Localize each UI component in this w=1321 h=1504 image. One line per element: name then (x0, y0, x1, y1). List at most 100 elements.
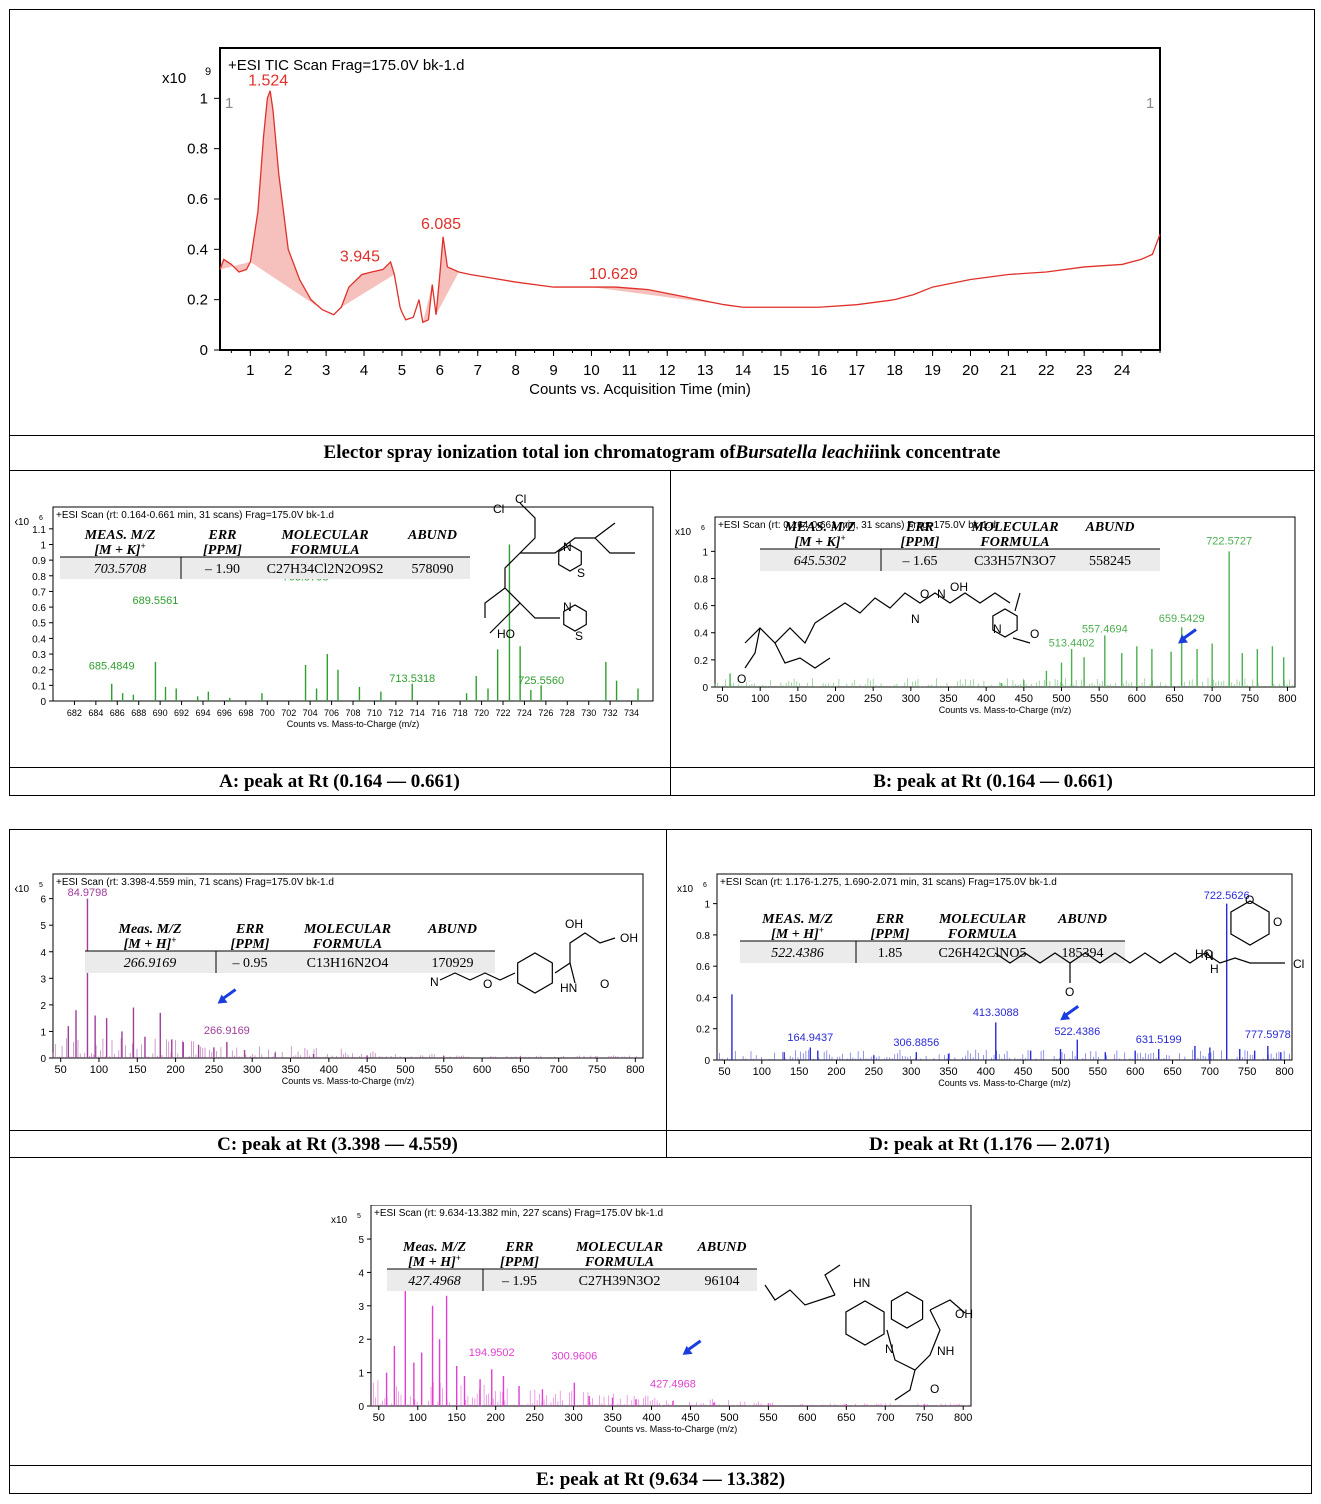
atom-label: OH (565, 917, 583, 931)
atom-label: Cl (515, 493, 526, 506)
atom-label: O (920, 587, 929, 601)
peak-label: 557.4694 (1082, 624, 1128, 636)
xtick-label: 400 (642, 1412, 660, 1424)
ytick-label: 0.6 (32, 603, 46, 614)
ytick-label: 0.9 (32, 556, 46, 567)
xtick-label: 702 (281, 708, 296, 718)
bond (519, 602, 560, 619)
atom-label: O (930, 1382, 939, 1396)
tic-peak-area (341, 261, 395, 308)
bottom-frame (9, 829, 1312, 1494)
table-header: Meas. M/Z (118, 922, 182, 937)
xtick-label: 500 (1052, 693, 1070, 705)
xtick-label: 500 (720, 1412, 738, 1424)
table-header: ABUND (407, 528, 457, 543)
atom-label: OH (950, 580, 968, 594)
table-subheader: [PPM] (203, 543, 242, 558)
xtick-label: 600 (798, 1412, 816, 1424)
tic-xtick-label: 22 (1038, 362, 1055, 379)
ytick-label: 5 (358, 1235, 364, 1246)
bond (764, 1284, 836, 1306)
table-header: MOLECULAR (970, 520, 1058, 535)
bond (484, 587, 506, 618)
xtick-label: 150 (790, 1066, 808, 1078)
spectrum-xlabel: Counts vs. Mass-to-Charge (m/z) (939, 705, 1072, 715)
xtick-label: 708 (345, 708, 360, 718)
result-table: MEAS. M/Z[M + H]+ ERR[PPM] MOLECULARFORMUL… (740, 912, 1125, 963)
xtick-label: 696 (217, 708, 232, 718)
exponent-base: x10 (15, 884, 30, 895)
result-table: Meas. M/Z[M + H]+ ERR[PPM] MOLECULARFORMUL… (85, 922, 495, 973)
xtick-label: 800 (954, 1412, 972, 1424)
table-subheader: [M + H]+ (124, 935, 177, 952)
tic-corner-left: 1 (225, 95, 233, 112)
xtick-label: 730 (581, 708, 596, 718)
molecular-structure: N O OH OH HN O (430, 917, 638, 995)
tic-xtick-label: 19 (924, 362, 941, 379)
tic-xtick-label: 5 (398, 362, 406, 379)
atom-label: O (600, 977, 609, 991)
tic-ytick-label: 0 (200, 342, 208, 359)
peak-label: 164.9437 (787, 1032, 833, 1044)
tic-xtick-label: 23 (1076, 362, 1093, 379)
xtick-label: 50 (55, 1064, 67, 1076)
ytick-label: 0.6 (696, 962, 710, 973)
table-subheader: FORMULA (979, 535, 1049, 550)
table-header: MEAS. M/Z (784, 520, 856, 535)
xtick-label: 450 (358, 1064, 376, 1076)
table-subheader: [M + K]+ (94, 541, 145, 558)
tic-xtick-label: 3 (322, 362, 330, 379)
xtick-label: 500 (396, 1064, 414, 1076)
ytick-label: 0.2 (694, 656, 708, 667)
xtick-label: 600 (1126, 1066, 1144, 1078)
spectrum-panel-a: +ESI Scan (rt: 0.164-0.661 min, 31 scans… (15, 493, 654, 729)
ytick-label: 0.8 (696, 931, 710, 942)
peak-label: 777.5978 (1245, 1029, 1291, 1041)
xtick-label: 800 (1275, 1066, 1293, 1078)
exponent: 6 (703, 882, 707, 889)
table-header: ERR (875, 912, 904, 927)
xtick-label: 350 (939, 693, 957, 705)
xtick-label: 734 (624, 708, 639, 718)
table-header: ABUND (1084, 520, 1134, 535)
xtick-label: 728 (560, 708, 575, 718)
bond (992, 608, 1018, 638)
tic-peak-label: 10.629 (589, 266, 638, 283)
xtick-label: 800 (626, 1064, 644, 1076)
xtick-label: 750 (1238, 1066, 1256, 1078)
peak-label: 266.9169 (204, 1025, 250, 1037)
plot-area (714, 516, 1296, 688)
table-value: 558245 (1089, 554, 1131, 569)
peak-label: 84.9798 (68, 887, 108, 899)
ytick-label: 0.1 (32, 681, 46, 692)
tic-caption-pre: Elector spray ionization total ion chrom… (323, 442, 736, 463)
atom-label: N (937, 587, 946, 601)
xtick-label: 732 (603, 708, 618, 718)
xtick-label: 750 (915, 1412, 933, 1424)
xtick-label: 750 (1241, 693, 1259, 705)
ytick-label: 4 (40, 948, 46, 959)
bond (890, 1291, 924, 1329)
tic-xtick-label: 20 (962, 362, 979, 379)
tic-peak-label: 3.945 (340, 248, 380, 265)
tic-peak-area (250, 90, 323, 310)
ytick-label: 3 (40, 974, 46, 985)
spectrum-xlabel: Counts vs. Mass-to-Charge (m/z) (287, 719, 420, 729)
table-value: 185394 (1062, 946, 1104, 961)
tic-caption-post: ink concentrate (874, 442, 1001, 463)
xtick-label: 200 (826, 693, 844, 705)
tic-ytick-label: 0.2 (187, 292, 208, 309)
xtick-label: 50 (716, 693, 728, 705)
tic-ytick-label: 0.4 (187, 241, 208, 258)
tic-xtick-label: 1 (246, 362, 254, 379)
ytick-label: 0.8 (32, 572, 46, 583)
xtick-label: 350 (939, 1066, 957, 1078)
xtick-label: 700 (1201, 1066, 1219, 1078)
table-subheader: [PPM] (500, 1255, 539, 1270)
xtick-label: 700 (260, 708, 275, 718)
result-table: MEAS. M/Z[M + K]+ ERR[PPM] MOLECULARFORMUL… (60, 528, 470, 579)
tic-xtick-label: 13 (697, 362, 714, 379)
xtick-label: 726 (538, 708, 553, 718)
peak-label: 689.5561 (132, 595, 178, 607)
atom-label: N (563, 540, 572, 554)
